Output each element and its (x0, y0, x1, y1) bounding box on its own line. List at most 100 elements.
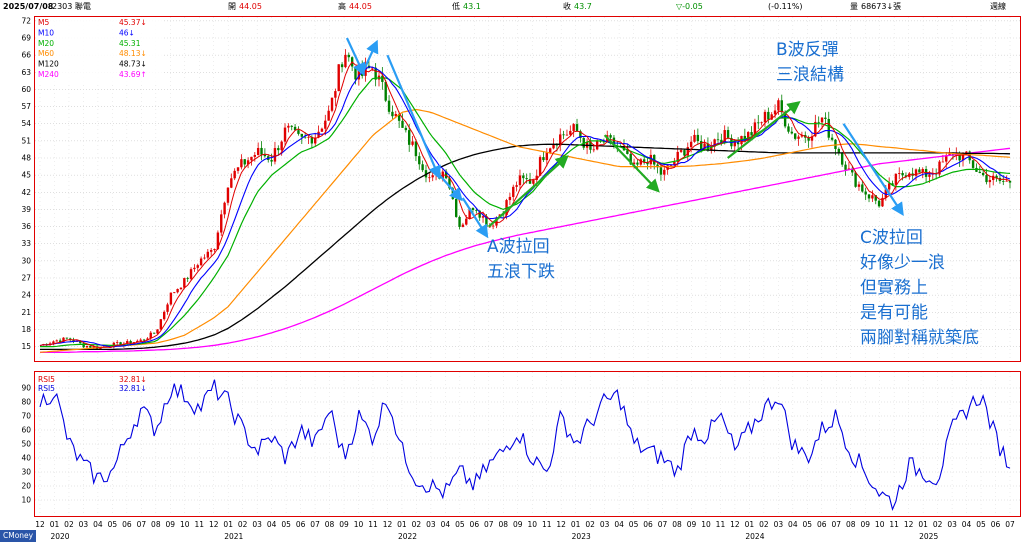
candle-body (454, 199, 458, 217)
candle-body (300, 133, 303, 137)
candle-body (666, 165, 669, 170)
candle-body (226, 187, 230, 203)
candle-body (867, 194, 871, 199)
wave-arrow (438, 174, 463, 202)
candle-body (152, 332, 156, 334)
candle-body (773, 110, 777, 115)
wave-arrow (361, 39, 379, 73)
candle-body (156, 329, 159, 334)
candle-body (965, 151, 968, 154)
month-tick-label: 09 (687, 520, 697, 529)
candle-body (374, 67, 377, 80)
wave-arrow (345, 37, 366, 77)
ma-legend-value: 48.13↓ (119, 49, 147, 58)
candle-body (958, 152, 961, 161)
year-tick-label: 2021 (224, 532, 243, 541)
candle-body (961, 153, 965, 161)
candle-body (431, 175, 434, 178)
rsi-legend-value: 32.81↓ (119, 375, 147, 384)
candle-body (985, 175, 988, 183)
annotation-c-line3: 但實務上 (860, 278, 928, 298)
rsi5-line (39, 379, 1011, 512)
candle-body (686, 147, 689, 156)
price-tick-label: 33 (21, 239, 31, 248)
price-tick-label: 24 (21, 291, 31, 300)
ma240-line (40, 147, 1011, 353)
candle-body (720, 139, 723, 143)
candle-body (750, 132, 753, 136)
candle-body (642, 159, 646, 162)
rsi-legend-value: 32.81↓ (119, 384, 147, 393)
month-tick-label: 12 (35, 520, 45, 529)
candle-body (995, 175, 998, 178)
quote-header: 2025/07/08 2303 聯電 開 44.05 高 44.05 低 43.… (0, 0, 1024, 14)
ma-legend-value: 46↓ (119, 28, 135, 37)
month-tick-label: 04 (267, 520, 277, 529)
candle-body (629, 153, 632, 165)
candle-body (240, 159, 243, 168)
annotation-c-line2: 好像少一浪 (860, 253, 945, 273)
candle-body (810, 136, 814, 141)
candle-body (548, 148, 552, 153)
rsi-tick-label: 70 (21, 412, 31, 421)
candle-body (69, 338, 72, 340)
year-tick-label: 2020 (50, 532, 69, 541)
month-tick-label: 09 (513, 520, 523, 529)
candle-body (814, 121, 817, 137)
price-tick-label: 57 (21, 102, 31, 111)
candle-body (700, 141, 703, 150)
low-value: 43.1 (463, 2, 481, 11)
volume-value: 68673↓張 (861, 2, 902, 11)
candle-body (512, 186, 515, 197)
month-tick-label: 04 (614, 520, 624, 529)
month-tick-label: 01 (397, 520, 407, 529)
rsi-line (39, 379, 1011, 512)
candle-body (1008, 180, 1012, 183)
candle-body (176, 289, 179, 293)
month-tick-label: 03 (79, 520, 89, 529)
price-tick-label: 42 (21, 188, 31, 197)
candle-body (129, 341, 132, 344)
candle-body (851, 168, 854, 173)
rsi-tick-label: 80 (21, 398, 31, 407)
wave-arrow (488, 155, 569, 228)
candle-body (639, 159, 642, 165)
candle-body (525, 178, 528, 180)
candle-body (914, 169, 918, 176)
candle-body (220, 214, 223, 233)
month-tick-label: 01 (50, 520, 60, 529)
price-tick-label: 51 (21, 136, 31, 145)
candle-body (162, 311, 166, 320)
month-tick-label: 03 (947, 520, 957, 529)
rsi-tick-label: 40 (21, 454, 31, 463)
month-tick-label: 04 (788, 520, 798, 529)
month-tick-label: 03 (600, 520, 610, 529)
candle-body (320, 128, 324, 132)
month-tick-label: 02 (238, 520, 248, 529)
month-tick-label: 04 (962, 520, 972, 529)
change-percent: (-0.11%) (768, 2, 803, 11)
candle-body (710, 146, 713, 150)
candle-body (894, 173, 898, 185)
candle-body (142, 339, 146, 341)
ma5-line (39, 61, 1011, 348)
candle-body (418, 156, 421, 165)
candle-body (448, 178, 451, 189)
candle-body (354, 66, 357, 80)
candle-body (542, 157, 545, 161)
month-tick-label: 10 (527, 520, 537, 529)
period-selector[interactable]: 週線 (990, 2, 1006, 11)
candle-body (307, 136, 310, 138)
candle-body (461, 224, 465, 227)
candle-body (421, 164, 424, 171)
month-tick-label: 05 (455, 520, 465, 529)
rsi-legend-label: RSI5 (38, 375, 55, 384)
candle-body (559, 134, 562, 146)
month-tick-label: 05 (108, 520, 118, 529)
candle-body (736, 142, 740, 145)
month-tick-label: 01 (745, 520, 755, 529)
candle-body (780, 100, 783, 113)
candle-body (253, 154, 257, 157)
candle-body (169, 292, 173, 305)
